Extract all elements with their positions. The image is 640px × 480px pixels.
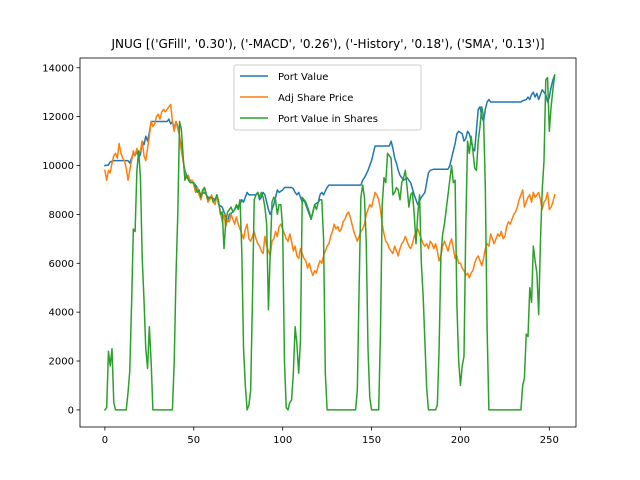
legend-box <box>233 64 422 131</box>
y-tick-label: 2000 <box>49 357 74 368</box>
y-tick-label: 0 <box>68 405 74 416</box>
series-line-port-value-in-shares <box>103 74 556 411</box>
axes-frame <box>79 57 577 428</box>
legend: Port Value Adj Share Price Port Value in S… <box>233 64 422 131</box>
y-tick-label: 12000 <box>42 112 74 123</box>
x-tick-label: 150 <box>362 435 381 446</box>
x-tick-label: 50 <box>187 435 200 446</box>
x-tick-label: 200 <box>451 435 470 446</box>
x-axis: 0 50 100 150 200 250 <box>102 427 559 446</box>
series-layer <box>103 74 556 411</box>
legend-label-adj-share-price: Adj Share Price <box>278 93 353 104</box>
y-tick-label: 6000 <box>49 259 74 270</box>
legend-label-port-value: Port Value <box>278 72 328 83</box>
y-tick-label: 14000 <box>42 63 74 74</box>
legend-label-port-value-in-shares: Port Value in Shares <box>278 114 378 125</box>
y-axis: 0 2000 4000 6000 8000 10000 12000 14000 <box>42 63 80 416</box>
y-tick-label: 10000 <box>42 161 74 172</box>
x-tick-label: 250 <box>540 435 559 446</box>
x-tick-label: 0 <box>102 435 108 446</box>
plot-area: 0 50 100 150 200 250 0 2000 4000 6000 8000 10000 12… <box>42 57 577 446</box>
x-tick-label: 100 <box>273 435 292 446</box>
y-tick-label: 4000 <box>49 308 74 319</box>
y-tick-label: 8000 <box>49 210 74 221</box>
chart-title: JNUG [('GFill', '0.30'), ('-MACD', '0.26… <box>110 37 544 51</box>
